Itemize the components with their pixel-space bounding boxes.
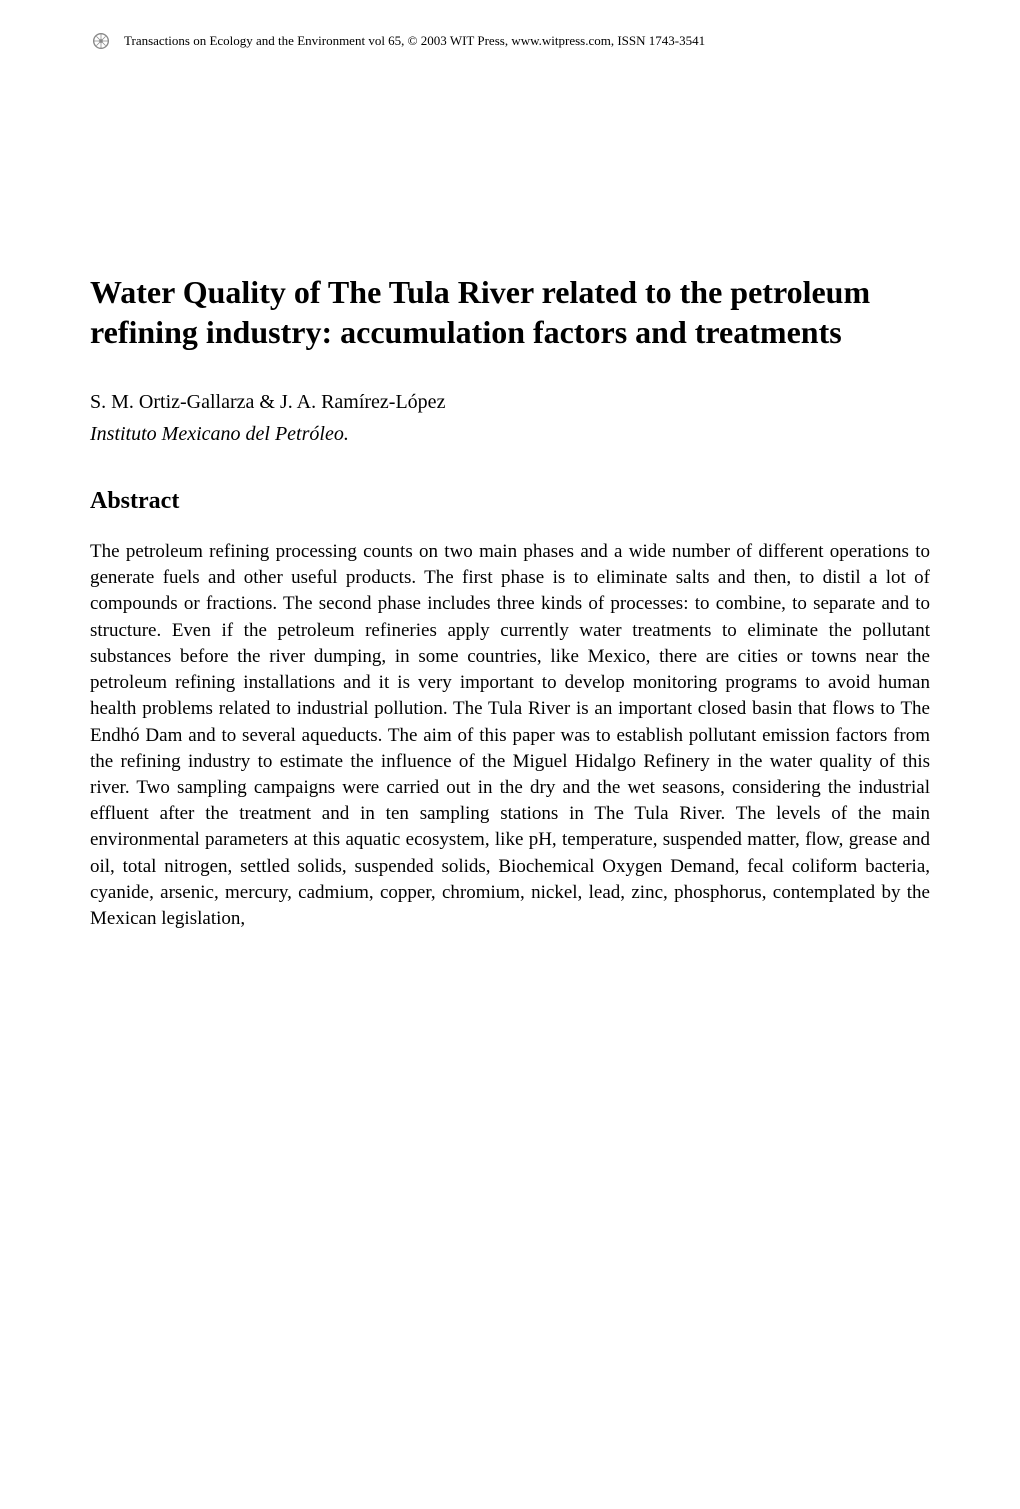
publisher-logo-icon (90, 30, 112, 52)
paper-page: Transactions on Ecology and the Environm… (0, 0, 1020, 992)
header-line: Transactions on Ecology and the Environm… (90, 30, 930, 52)
abstract-heading: Abstract (90, 488, 930, 515)
header-citation: Transactions on Ecology and the Environm… (124, 33, 705, 49)
paper-title: Water Quality of The Tula River related … (90, 272, 930, 352)
abstract-body: The petroleum refining processing counts… (90, 539, 930, 932)
authors: S. M. Ortiz-Gallarza & J. A. Ramírez-Lóp… (90, 388, 930, 416)
affiliation: Instituto Mexicano del Petróleo. (90, 420, 930, 448)
